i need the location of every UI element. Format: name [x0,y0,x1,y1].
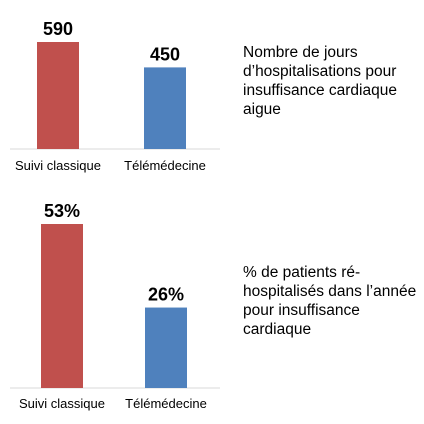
bar-suivi-classique [41,224,83,388]
category-label-telemedecine: Télémédecine [125,396,207,411]
bar-suivi-classique [37,42,79,149]
category-label-telemedecine: Télémédecine [124,158,206,173]
value-label-telemedecine: 26% [148,285,184,305]
chart-days-hospitalisation: 590 Suivi classique 450 Télémédecine [10,19,220,173]
bar-telemedecine [145,307,187,388]
value-label-suivi-classique: 590 [43,19,73,39]
bar-telemedecine [144,67,186,149]
chart-rehospitalised-patients: 53% Suivi classique 26% Télémédecine [10,201,220,411]
value-label-suivi-classique: 53% [44,201,80,221]
chart-title-days: Nombre de jours d’hospitalisations pour … [243,44,397,118]
chart-title-rehospitalised: % de patients ré-hospitalisés dans l’ann… [243,264,417,338]
category-label-suivi-classique: Suivi classique [19,396,105,411]
category-label-suivi-classique: Suivi classique [15,158,101,173]
value-label-telemedecine: 450 [150,44,180,64]
